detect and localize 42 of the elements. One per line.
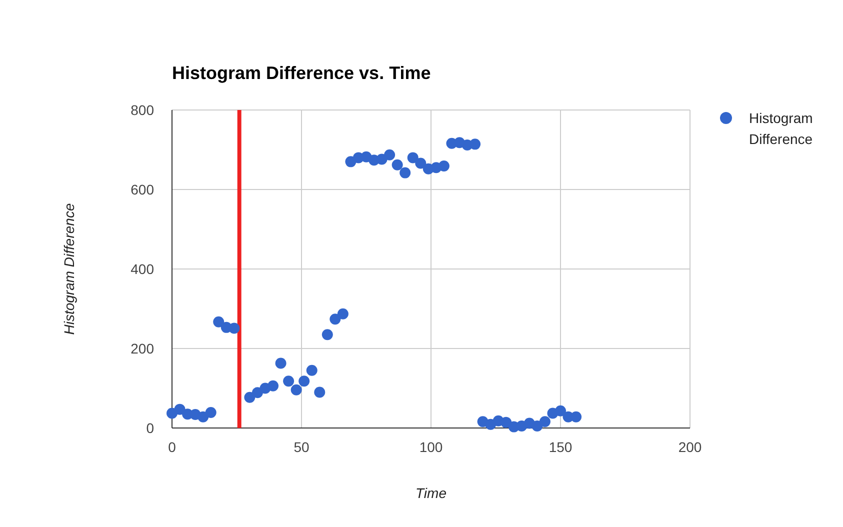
point [298, 376, 310, 387]
point [198, 411, 209, 422]
y-axis-title: Histogram Difference [61, 203, 77, 335]
point [438, 160, 450, 172]
point [415, 158, 426, 169]
legend-label: Histogram Difference [749, 110, 813, 147]
point [252, 387, 263, 398]
point [407, 152, 418, 164]
point [384, 149, 396, 160]
y-tick-label: 200 [130, 340, 154, 356]
point [470, 138, 481, 150]
point [228, 322, 240, 334]
point [322, 329, 333, 340]
x-tick-label: 150 [548, 439, 572, 455]
x-axis-title: Time [416, 485, 447, 501]
point [283, 376, 294, 387]
x-tick-label: 200 [678, 439, 702, 455]
point [290, 384, 302, 396]
x-tick-label: 100 [419, 439, 443, 455]
y-tick-label: 600 [130, 182, 154, 198]
point [213, 316, 224, 328]
point [500, 416, 512, 428]
point [532, 420, 543, 432]
point [205, 407, 216, 418]
point [275, 358, 286, 369]
point [268, 380, 279, 392]
y-tick-label: 0 [146, 420, 154, 436]
point [330, 314, 341, 325]
point [555, 405, 566, 416]
point [337, 308, 348, 320]
y-tick-label: 800 [130, 102, 154, 118]
point [244, 392, 256, 403]
point [400, 167, 411, 178]
point [306, 364, 318, 376]
point [570, 411, 582, 422]
chart-title: Histogram Difference vs. Time [172, 63, 431, 83]
y-tick-label: 400 [130, 261, 154, 277]
point [314, 386, 326, 398]
point [392, 159, 403, 170]
x-tick-label: 0 [168, 439, 176, 455]
x-tick-label: 50 [294, 439, 310, 455]
point [539, 416, 550, 428]
